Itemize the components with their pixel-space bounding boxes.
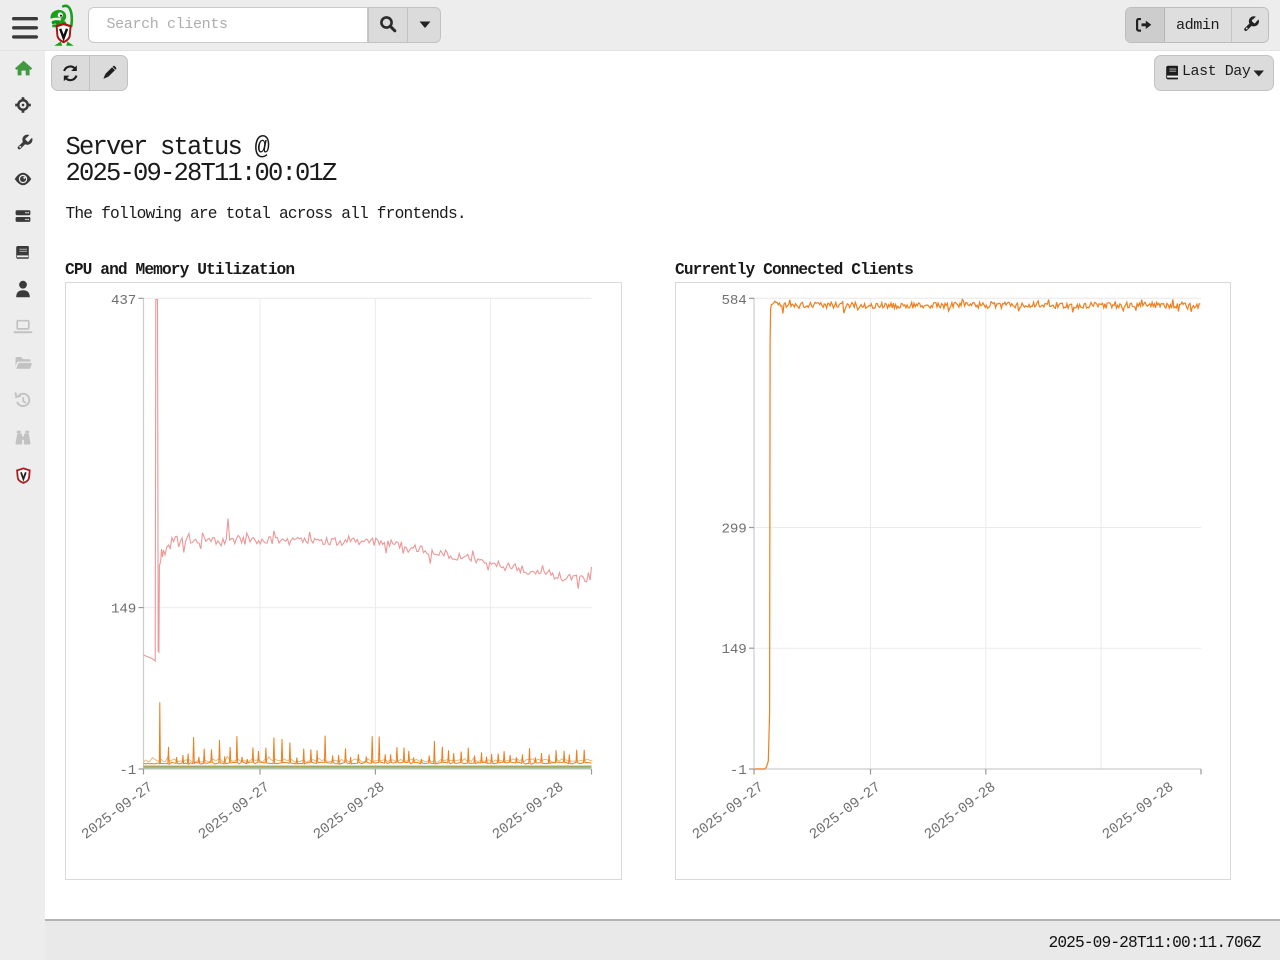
svg-text:2025-09-28: 2025-09-28 xyxy=(490,780,567,844)
svg-text:437: 437 xyxy=(111,293,136,309)
svg-text:2025-09-27: 2025-09-27 xyxy=(196,780,273,844)
svg-text:584: 584 xyxy=(721,293,746,309)
svg-text:2025-09-28: 2025-09-28 xyxy=(311,780,388,844)
svg-text:2025-09-27: 2025-09-27 xyxy=(79,780,156,844)
svg-text:2025-09-28: 2025-09-28 xyxy=(922,780,999,844)
svg-text:-1: -1 xyxy=(119,763,136,779)
svg-text:2025-09-27: 2025-09-27 xyxy=(690,780,767,844)
svg-text:2025-09-28: 2025-09-28 xyxy=(1100,780,1177,844)
svg-text:299: 299 xyxy=(721,521,746,537)
svg-text:149: 149 xyxy=(111,601,136,617)
svg-text:149: 149 xyxy=(721,642,746,658)
svg-text:2025-09-27: 2025-09-27 xyxy=(807,780,884,844)
svg-text:-1: -1 xyxy=(730,763,747,779)
